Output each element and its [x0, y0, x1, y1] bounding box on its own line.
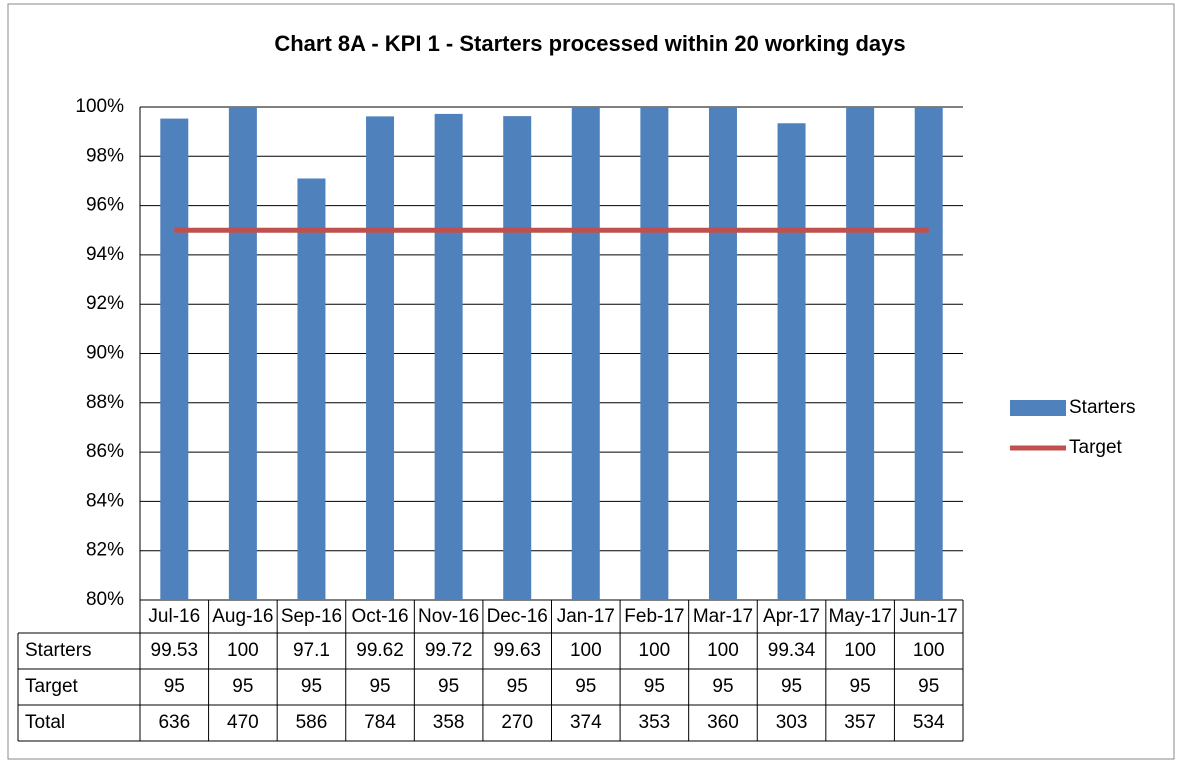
table-cell: 100: [844, 640, 876, 661]
table-cell: 353: [639, 712, 671, 733]
table-cell: 100: [707, 640, 739, 661]
bar: [503, 116, 532, 601]
y-tick-label: 82%: [86, 540, 124, 561]
legend-label: Target: [1069, 437, 1123, 458]
x-tick-label: Apr-17: [763, 606, 820, 627]
legend-swatch: [1010, 400, 1066, 416]
table-cell: 100: [570, 640, 602, 661]
y-tick-label: 88%: [86, 392, 124, 413]
bar: [366, 116, 395, 600]
table-cell: 357: [844, 712, 876, 733]
chart-title: Chart 8A - KPI 1 - Starters processed wi…: [274, 31, 905, 56]
table-cell: 99.63: [493, 640, 541, 661]
y-tick-label: 94%: [86, 244, 124, 265]
table-cell: 97.1: [293, 640, 330, 661]
bar: [160, 118, 189, 600]
y-tick-label: 92%: [86, 293, 124, 314]
bar: [571, 107, 600, 600]
bar: [434, 113, 463, 600]
y-tick-label: 80%: [86, 589, 124, 610]
bar: [640, 107, 669, 600]
table-cell: 303: [776, 712, 808, 733]
x-tick-label: Feb-17: [624, 606, 684, 627]
table-cell: 534: [913, 712, 945, 733]
x-tick-label: Oct-16: [352, 606, 409, 627]
x-tick-label: Jan-17: [557, 606, 615, 627]
table-cell: 95: [850, 676, 871, 697]
legend-label: Starters: [1069, 397, 1136, 418]
x-tick-label: May-17: [828, 606, 891, 627]
table-cell: 95: [438, 676, 459, 697]
x-tick-label: Jul-16: [148, 606, 200, 627]
table-cell: 100: [913, 640, 945, 661]
table-cell: 470: [227, 712, 259, 733]
bar: [228, 107, 257, 600]
table-cell: 270: [501, 712, 533, 733]
table-cell: 358: [433, 712, 465, 733]
table-cell: 95: [918, 676, 939, 697]
bar: [914, 107, 943, 600]
table-cell: 99.34: [768, 640, 816, 661]
table-cell: 360: [707, 712, 739, 733]
x-tick-label: Mar-17: [693, 606, 753, 627]
y-tick-label: 96%: [86, 195, 124, 216]
bar: [777, 123, 806, 601]
table-cell: 95: [232, 676, 253, 697]
table-cell: 100: [227, 640, 259, 661]
x-tick-label: Dec-16: [487, 606, 548, 627]
table-cell: 99.72: [425, 640, 473, 661]
x-tick-label: Aug-16: [212, 606, 273, 627]
y-tick-label: 86%: [86, 441, 124, 462]
y-tick-label: 90%: [86, 343, 124, 364]
bar: [708, 107, 737, 600]
table-cell: 95: [164, 676, 185, 697]
x-tick-label: Sep-16: [281, 606, 342, 627]
table-cell: 95: [507, 676, 528, 697]
table-cell: 95: [301, 676, 322, 697]
y-tick-label: 84%: [86, 490, 124, 511]
table-cell: 95: [712, 676, 733, 697]
table-row-label: Target: [25, 676, 79, 697]
x-tick-label: Jun-17: [900, 606, 958, 627]
table-row-label: Starters: [25, 640, 92, 661]
y-tick-label: 100%: [75, 96, 124, 117]
table-cell: 636: [158, 712, 190, 733]
table-cell: 95: [575, 676, 596, 697]
table-cell: 100: [639, 640, 671, 661]
bar: [846, 107, 875, 600]
table-cell: 586: [296, 712, 328, 733]
table-cell: 374: [570, 712, 602, 733]
bar: [297, 178, 326, 601]
table-cell: 95: [644, 676, 665, 697]
table-cell: 95: [369, 676, 390, 697]
table-cell: 99.62: [356, 640, 404, 661]
table-cell: 784: [364, 712, 396, 733]
table-cell: 99.53: [151, 640, 199, 661]
y-tick-label: 98%: [86, 145, 124, 166]
x-tick-label: Nov-16: [418, 606, 479, 627]
table-row-label: Total: [25, 712, 65, 733]
table-cell: 95: [781, 676, 802, 697]
